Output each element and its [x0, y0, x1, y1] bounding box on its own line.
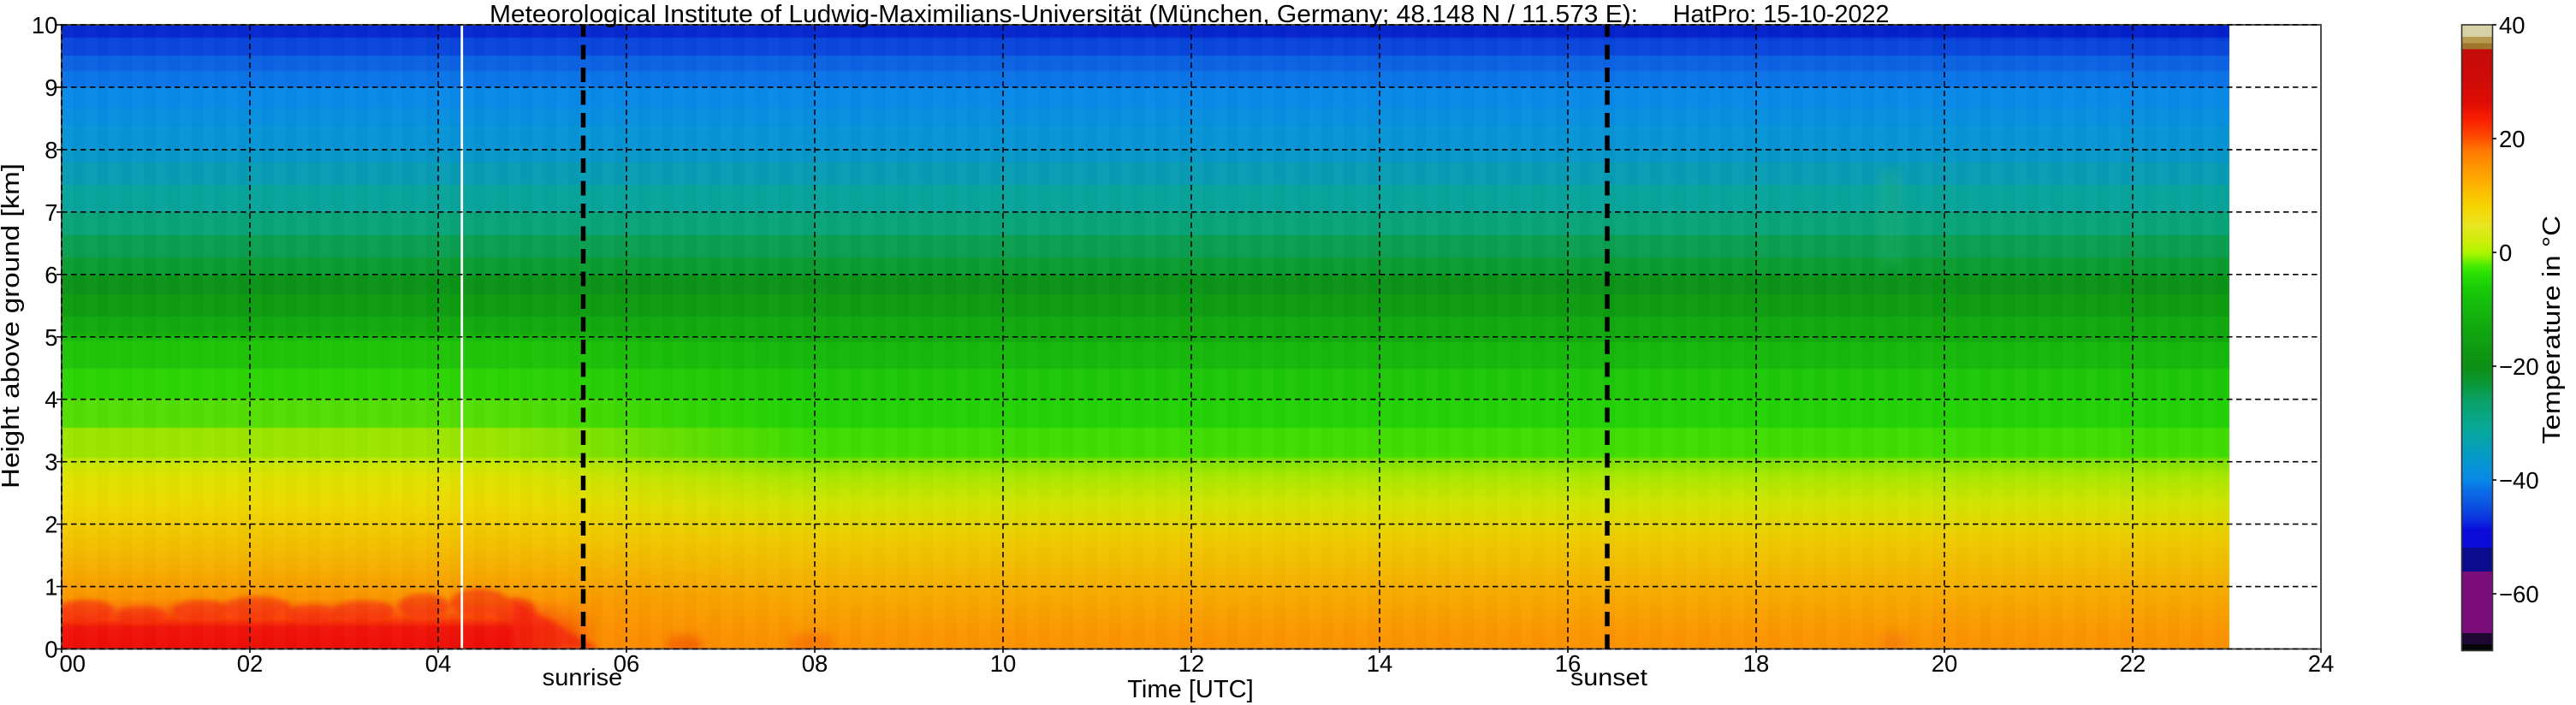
- svg-text:18: 18: [1743, 650, 1770, 677]
- svg-text:2: 2: [45, 512, 57, 538]
- svg-text:9: 9: [45, 74, 57, 101]
- svg-text:sunset: sunset: [1570, 664, 1647, 690]
- svg-text:16: 16: [1555, 650, 1582, 677]
- svg-text:10: 10: [32, 12, 58, 39]
- svg-text:02: 02: [237, 650, 264, 677]
- svg-text:7: 7: [45, 199, 57, 226]
- svg-text:HatPro: 15-10-2022: HatPro: 15-10-2022: [1673, 1, 1890, 28]
- svg-text:−60: −60: [2499, 581, 2539, 607]
- svg-text:40: 40: [2499, 12, 2526, 39]
- svg-text:06: 06: [614, 650, 640, 677]
- svg-text:00: 00: [60, 650, 86, 677]
- svg-text:08: 08: [802, 650, 828, 677]
- svg-text:8: 8: [45, 137, 57, 163]
- svg-text:Height above ground [km]: Height above ground [km]: [0, 163, 25, 489]
- svg-text:10: 10: [990, 650, 1017, 677]
- svg-text:0: 0: [45, 637, 57, 663]
- svg-text:−40: −40: [2499, 467, 2539, 494]
- svg-text:6: 6: [45, 262, 57, 288]
- svg-text:24: 24: [2308, 650, 2335, 677]
- svg-text:04: 04: [425, 650, 452, 677]
- svg-text:Temperature in °C: Temperature in °C: [2538, 216, 2566, 444]
- svg-text:20: 20: [2499, 126, 2526, 152]
- svg-text:3: 3: [45, 449, 57, 476]
- svg-text:20: 20: [1932, 650, 1958, 677]
- svg-text:1: 1: [45, 574, 57, 601]
- svg-text:Meteorological Institute of Lu: Meteorological Institute of Ludwig-Maxim…: [490, 1, 1638, 28]
- svg-text:12: 12: [1178, 650, 1205, 677]
- svg-text:−20: −20: [2499, 353, 2539, 380]
- svg-text:4: 4: [45, 387, 57, 413]
- svg-text:Time [UTC]: Time [UTC]: [1127, 676, 1254, 703]
- svg-text:14: 14: [1367, 650, 1393, 677]
- svg-text:sunrise: sunrise: [543, 664, 623, 690]
- svg-text:22: 22: [2120, 650, 2146, 677]
- svg-text:5: 5: [45, 324, 57, 351]
- svg-text:0: 0: [2499, 240, 2512, 266]
